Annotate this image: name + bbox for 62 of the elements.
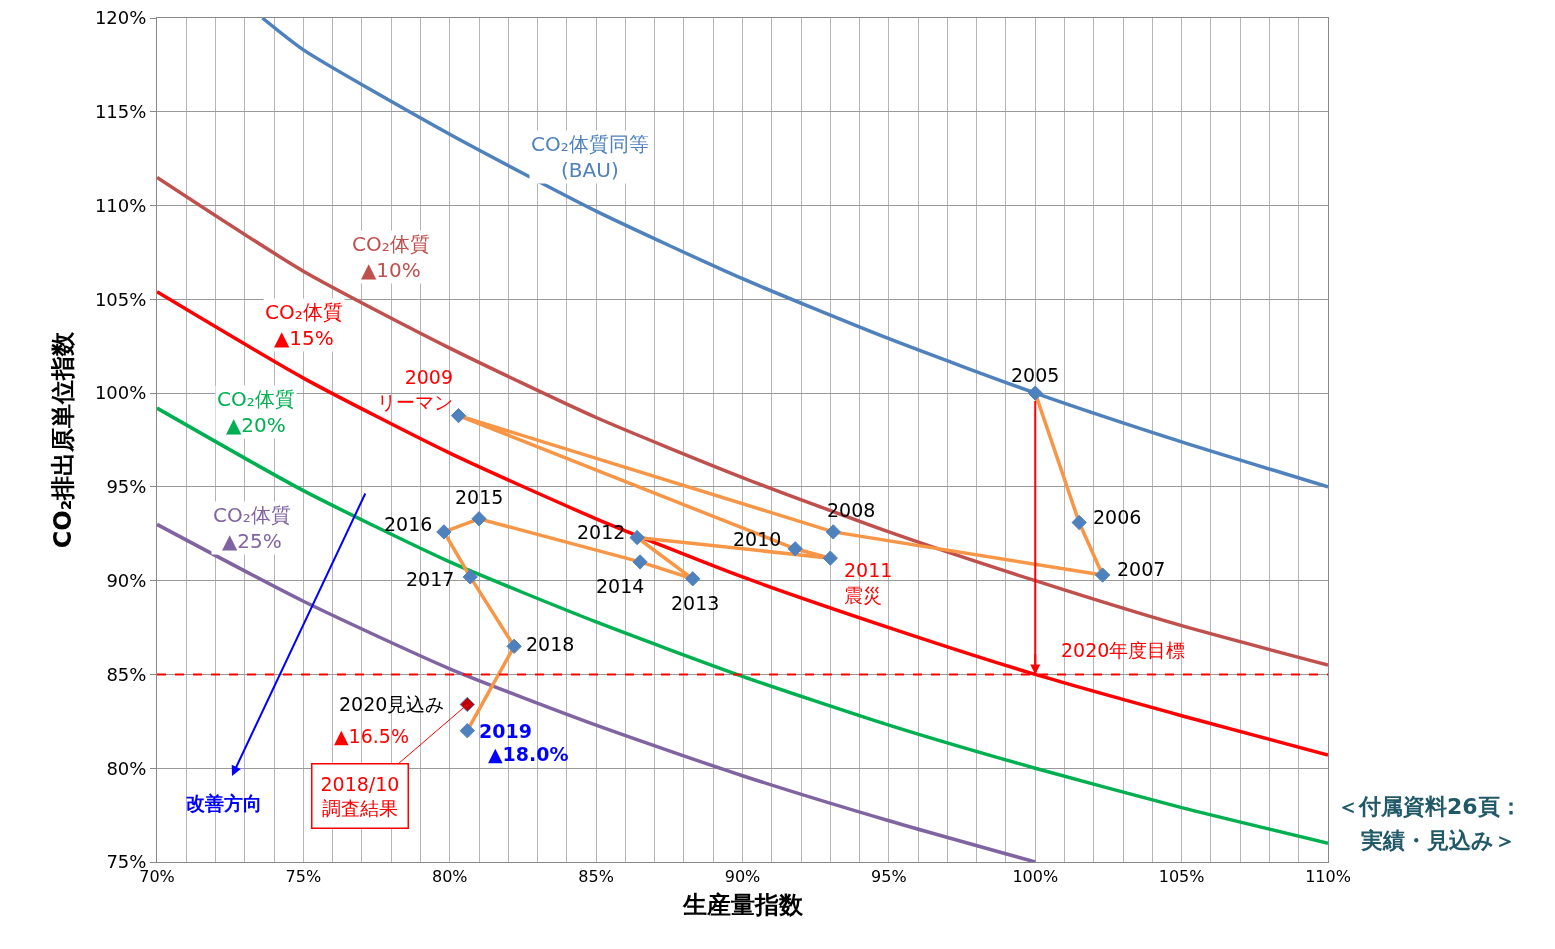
point bbox=[825, 524, 841, 540]
x-tick-label: 85% bbox=[578, 867, 614, 887]
y-tick-label: 85% bbox=[106, 663, 147, 685]
annotation: 2017 bbox=[406, 568, 455, 590]
point bbox=[450, 407, 467, 424]
series-label: CO₂体質 ▲10% bbox=[352, 232, 430, 282]
text: 実績・見込み＞ bbox=[1360, 828, 1516, 853]
annotation: 2012 bbox=[577, 521, 626, 543]
point bbox=[506, 638, 522, 654]
x-tick-label: 100% bbox=[1012, 867, 1059, 887]
annotation: 2019 bbox=[479, 720, 532, 742]
point bbox=[1071, 514, 1087, 531]
x-tick-label: 110% bbox=[1305, 867, 1351, 887]
series-label: CO₂体質 ▲15% bbox=[265, 300, 343, 350]
annotation: 2013 bbox=[671, 592, 720, 614]
y-tick-label: 120% bbox=[94, 7, 147, 29]
x-tick-label: 75% bbox=[285, 867, 322, 887]
annotation: 2006 bbox=[1093, 506, 1142, 528]
annotation: ▲18.0% bbox=[488, 743, 569, 765]
point bbox=[459, 696, 475, 713]
annotation: 改善方向 bbox=[186, 792, 262, 814]
y-tick-label: 90% bbox=[106, 569, 147, 591]
annotation: 2005 bbox=[1011, 364, 1060, 386]
point bbox=[1094, 567, 1111, 583]
annotation: 2015 bbox=[455, 486, 504, 508]
point bbox=[629, 529, 645, 546]
y-tick-label: 95% bbox=[106, 476, 147, 498]
annotation: 2020年度目標 bbox=[1061, 639, 1186, 661]
x-tick-label: 105% bbox=[1158, 867, 1205, 887]
y-axis-title: CO₂排出原単位指数 bbox=[49, 330, 78, 549]
x-tick-label: 90% bbox=[724, 867, 761, 887]
point bbox=[1027, 385, 1043, 401]
annotation: 2020見込み bbox=[339, 693, 445, 715]
annotation: 2014 bbox=[596, 575, 645, 597]
y-tick-label: 100% bbox=[94, 382, 147, 404]
point bbox=[822, 550, 838, 566]
text: ＜付属資料26頁： bbox=[1337, 794, 1522, 819]
series-label: CO₂体質 ▲20% bbox=[217, 387, 295, 437]
series-label: CO₂体質 ▲25% bbox=[213, 503, 291, 553]
point bbox=[471, 511, 487, 527]
annotation: 2018 bbox=[526, 633, 575, 655]
y-tick-label: 80% bbox=[106, 757, 147, 779]
x-tick-label: 95% bbox=[871, 867, 907, 887]
point bbox=[459, 723, 475, 739]
point bbox=[462, 569, 478, 585]
annotation: 2016 bbox=[384, 513, 433, 535]
annotation: 2018/10 調査結果 bbox=[320, 772, 400, 820]
point bbox=[787, 541, 803, 557]
point bbox=[632, 554, 648, 570]
x-tick-label: 80% bbox=[431, 867, 468, 887]
annotation: 2011 震災 bbox=[844, 559, 893, 606]
series-label: CO₂体質同等 (BAU) bbox=[531, 132, 649, 182]
point bbox=[436, 524, 452, 540]
annotation: 2007 bbox=[1117, 558, 1166, 580]
annotation: 2009 リーマン bbox=[377, 366, 453, 413]
annotation: 2008 bbox=[827, 499, 876, 521]
annotation: ▲16.5% bbox=[334, 725, 409, 747]
x-axis-title: 生産量指数 bbox=[681, 890, 804, 919]
point bbox=[685, 571, 701, 587]
y-tick-label: 110% bbox=[94, 194, 147, 216]
y-tick-label: 115% bbox=[94, 101, 147, 123]
y-tick-label: 105% bbox=[94, 288, 147, 310]
